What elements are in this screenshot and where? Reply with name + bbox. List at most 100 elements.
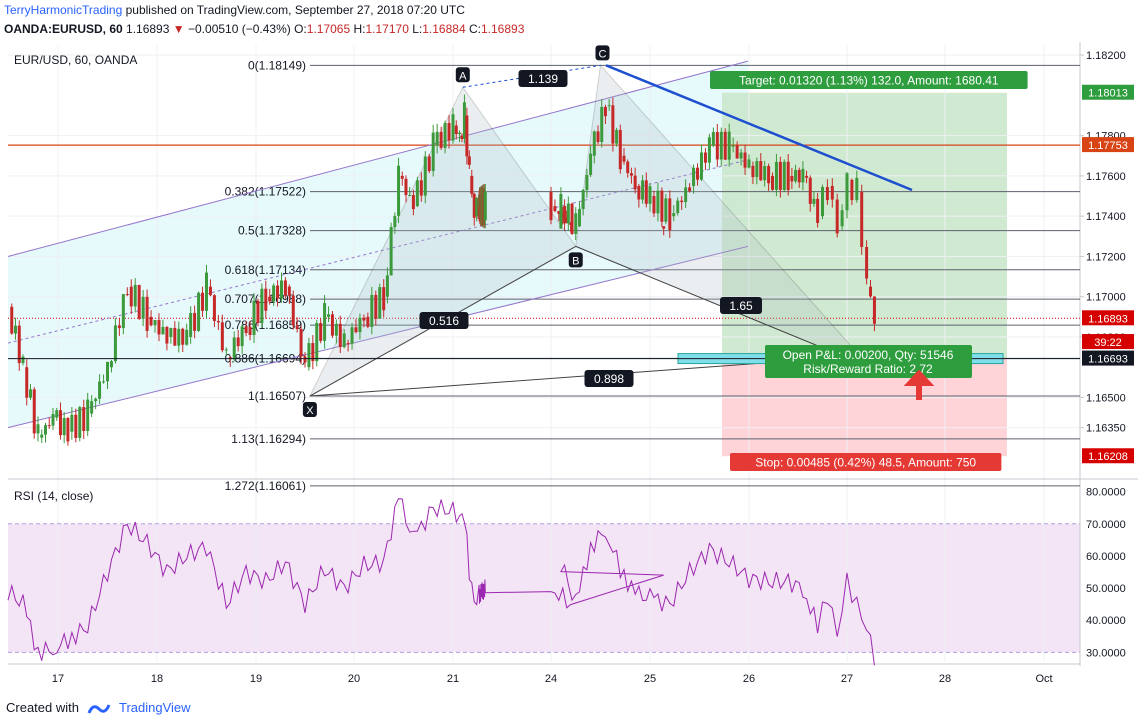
candle-down [790, 175, 794, 182]
candle-down [715, 132, 719, 160]
stop-label-box [730, 453, 1002, 471]
candle-up [592, 131, 596, 156]
target-zone [722, 92, 1007, 359]
candle-up [109, 361, 113, 368]
candle-down [47, 425, 51, 427]
candle-up [739, 152, 743, 159]
candle-down [869, 286, 873, 297]
pnl-label: Open P&L: 0.00200, Qty: 51546 [783, 348, 954, 362]
candle-up [719, 131, 723, 160]
pattern-point-X: X [306, 405, 314, 417]
down-arrow-icon: ▼ [172, 22, 185, 36]
fib-level-label: 1.272(1.16061) [225, 479, 306, 493]
candle-down [439, 131, 443, 148]
candle-up [205, 272, 208, 311]
candle-up [189, 313, 193, 338]
candle-down [66, 418, 70, 442]
candle-down [850, 179, 854, 201]
candle-up [607, 105, 611, 107]
candle-up [475, 198, 479, 217]
candle-up [782, 161, 786, 190]
candle-down [58, 410, 62, 436]
tradingview-brand[interactable]: TradingView [118, 700, 191, 715]
candle-down [629, 173, 633, 176]
candle-down [637, 185, 641, 200]
candle-down [256, 300, 260, 323]
candle-down [778, 161, 782, 190]
candle-up [113, 325, 117, 362]
candle-up [197, 292, 201, 331]
rsi-band-fill [8, 523, 1080, 653]
candle-up [559, 193, 563, 229]
time-tick-label: 27 [841, 673, 853, 685]
candle-down [735, 145, 739, 159]
pnl-box [765, 345, 972, 378]
candle-up [36, 424, 40, 434]
candle-up [641, 180, 645, 200]
candle-up [29, 389, 32, 398]
candle-up [415, 180, 419, 207]
candle-up [55, 410, 59, 418]
candle-down [830, 185, 834, 200]
candle-down [470, 175, 474, 194]
candle-up [121, 294, 125, 329]
candle-up [699, 152, 703, 180]
price-tag-last [1082, 310, 1134, 326]
ratio-label: 1.139 [528, 72, 558, 86]
candle-up [350, 327, 354, 344]
candle-up [70, 414, 74, 432]
candle-down [149, 316, 153, 326]
stop-label: Stop: 0.00485 (0.42%) 48.5, Amount: 750 [755, 456, 976, 470]
candle-up [260, 288, 264, 323]
pattern-point-badge [455, 67, 470, 83]
ratio-label: 0.898 [594, 372, 624, 386]
high-value: 1.17170 [365, 22, 409, 36]
ratio-badge [419, 312, 469, 329]
rsi-line [7, 498, 875, 666]
candle-down [652, 196, 656, 214]
candle-down [723, 131, 727, 160]
candle-down [276, 285, 280, 299]
candle-down [626, 161, 630, 174]
fib-level-label: 0(1.18149) [248, 58, 306, 72]
candle-down [419, 180, 423, 196]
open-value: 1.17065 [306, 22, 351, 36]
candle-up [664, 198, 668, 222]
candle-up [102, 381, 106, 383]
candle-down [751, 165, 755, 178]
candle-down [553, 206, 557, 212]
price-tick-label: 1.16350 [1086, 423, 1126, 435]
symbol-ohlc-line: OANDA:EURUSD, 60 1.16893 ▼ −0.00510 (−0.… [4, 22, 524, 36]
candle-up [656, 190, 660, 214]
candle-up [462, 102, 466, 139]
candle-down [660, 190, 664, 222]
price-tag-label: 1.16693 [1088, 354, 1128, 366]
candle-up [458, 132, 462, 135]
candle-up [845, 173, 849, 211]
low-value: 1.16884 [422, 22, 466, 36]
candle-up [615, 129, 619, 144]
candle-up [86, 399, 90, 431]
symbol-label: OANDA:EURUSD, 60 [4, 22, 123, 36]
candle-up [14, 325, 17, 334]
candle-down [825, 187, 829, 201]
candle-up [252, 300, 256, 335]
channel-upper-line [7, 60, 749, 257]
rsi-tick-label: 50.0000 [1086, 583, 1126, 595]
low-label: L: [412, 22, 423, 36]
candle-up [684, 187, 688, 203]
price-tag-timer [1082, 334, 1134, 350]
candle-up [672, 213, 676, 217]
candle-down [622, 155, 626, 162]
pattern-point-A: A [459, 70, 467, 82]
candle-up [692, 167, 696, 186]
candle-up [600, 106, 604, 143]
candle-up [774, 161, 778, 190]
candle-down [74, 414, 78, 438]
candle-up [707, 137, 711, 163]
publisher-link[interactable]: TerryHarmonicTrading [4, 3, 123, 17]
candle-down [220, 322, 224, 351]
candle-down [465, 115, 469, 157]
candle-up [577, 209, 581, 227]
